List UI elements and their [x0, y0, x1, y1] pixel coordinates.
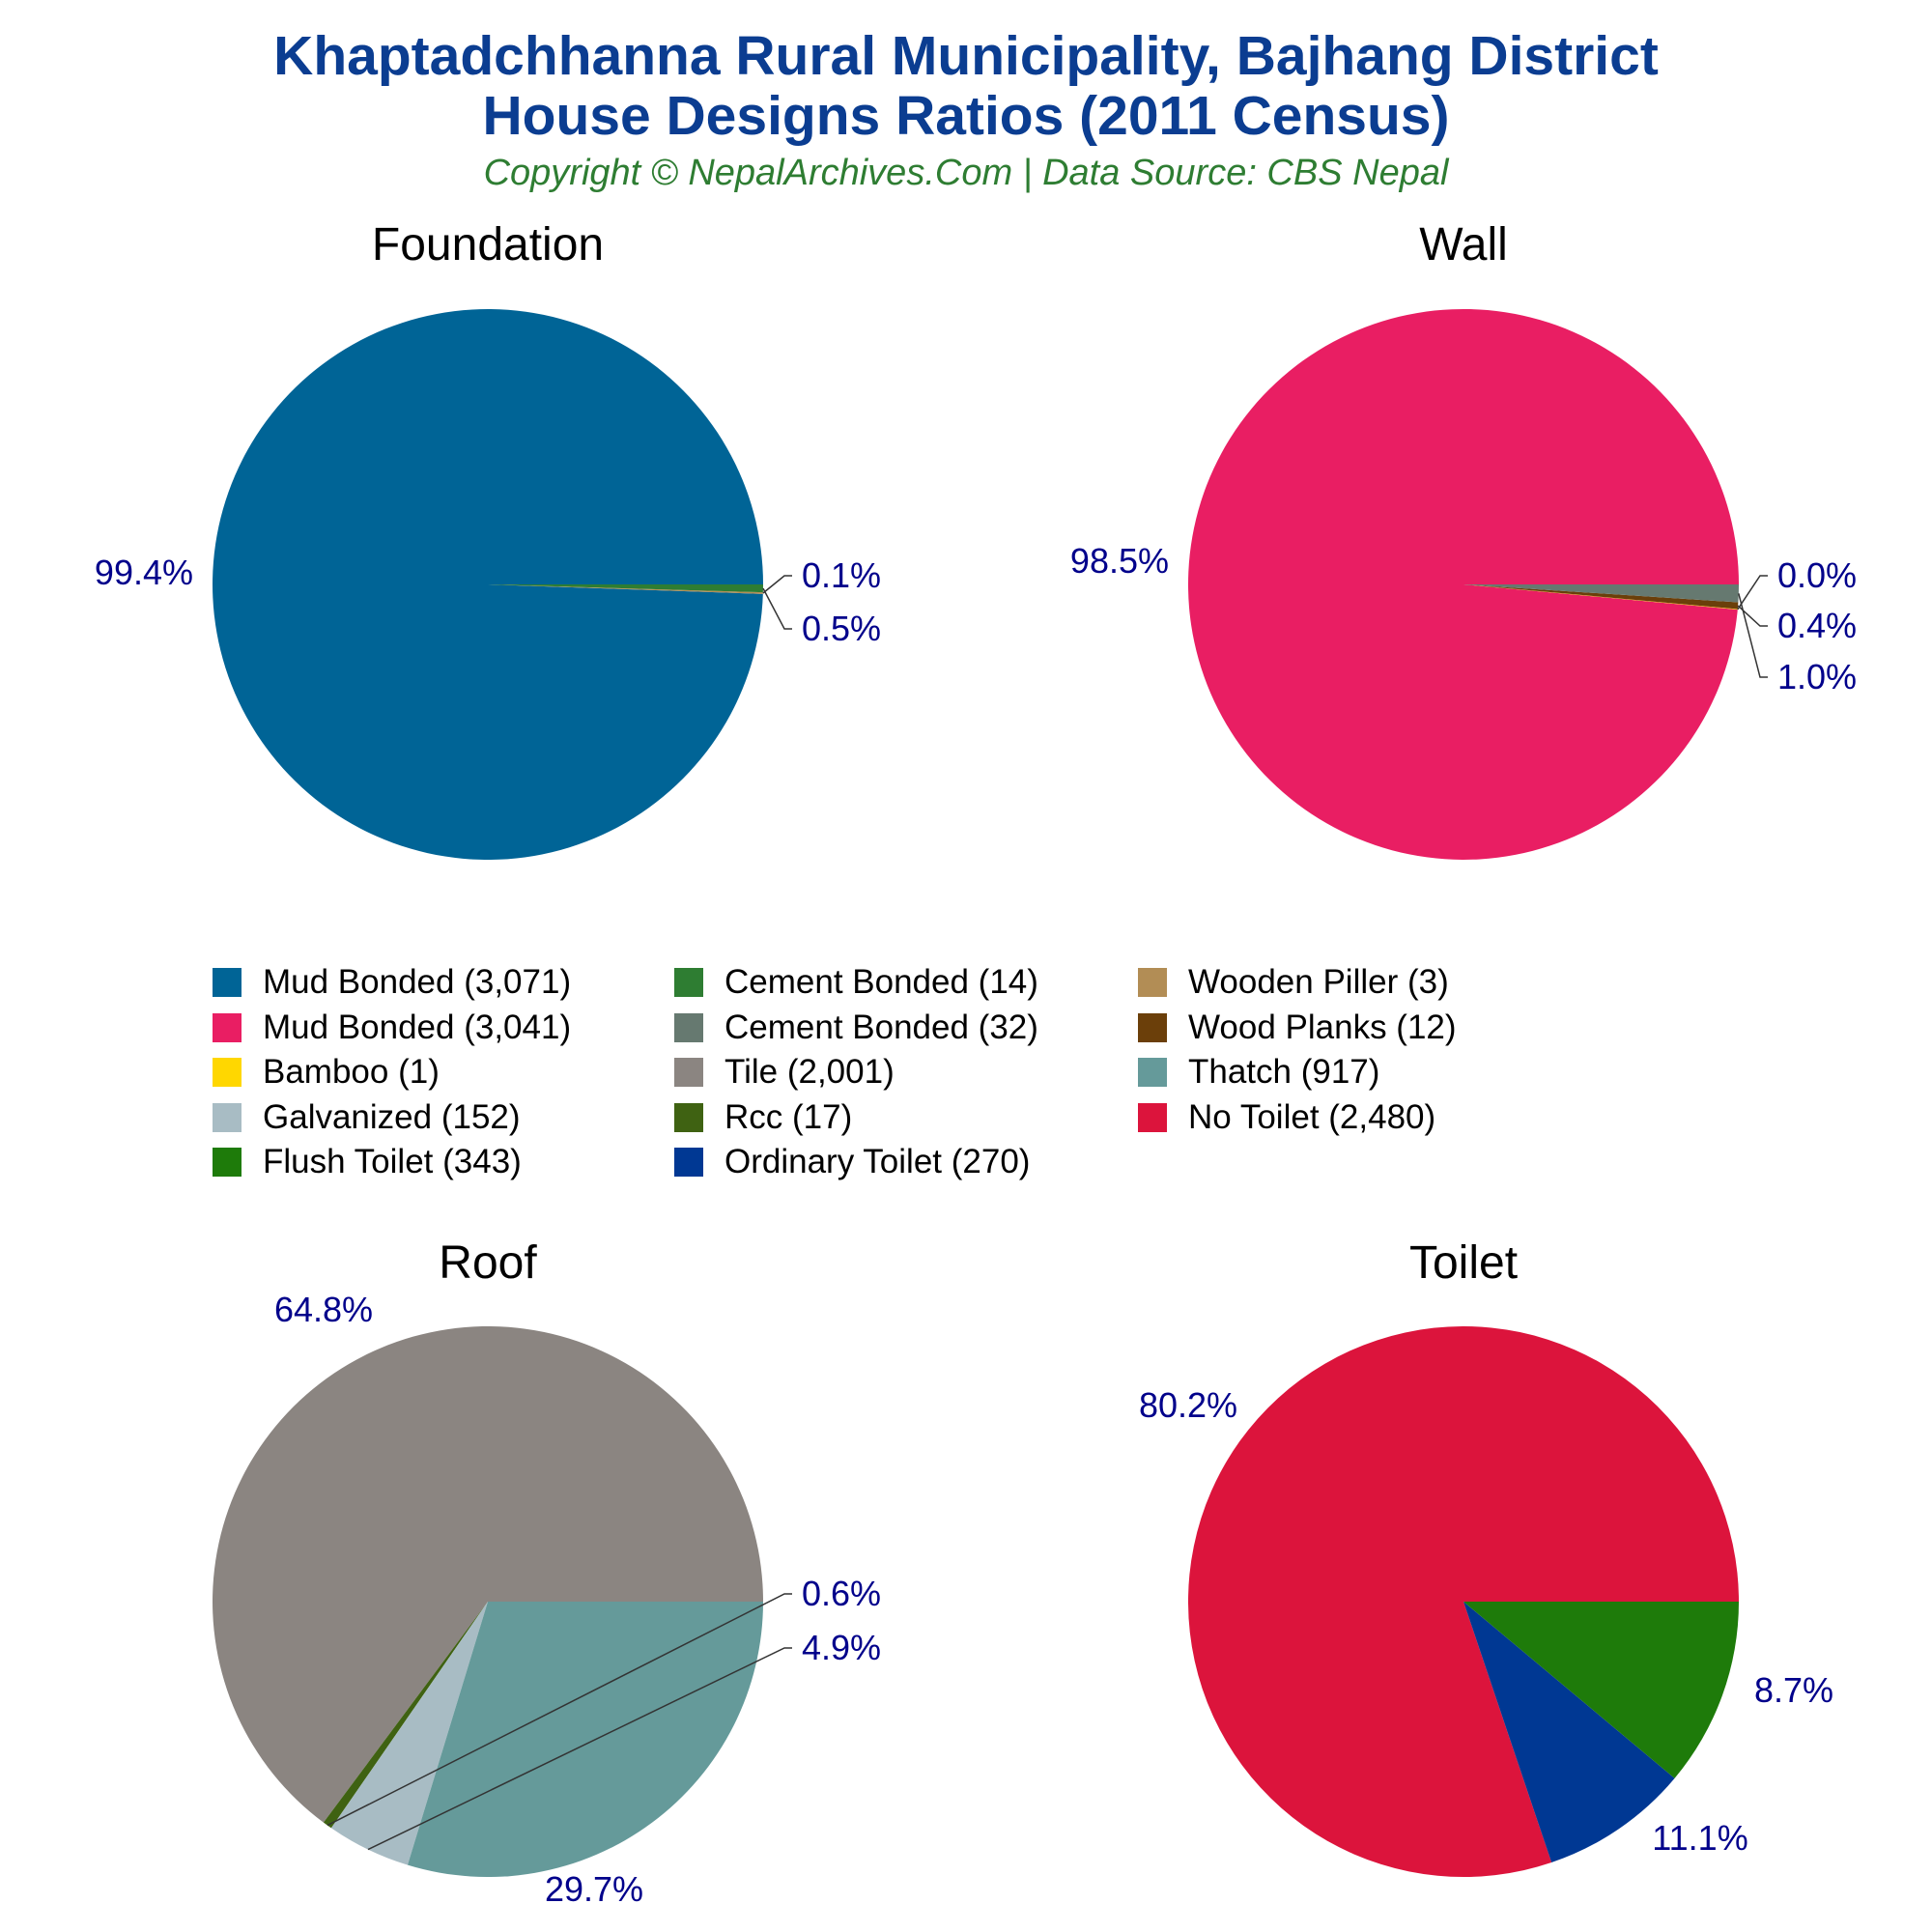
legend-item: Mud Bonded (3,071): [213, 961, 571, 1004]
leader-line: [762, 587, 792, 630]
pie-slice-cement-bonded: [488, 584, 763, 593]
pie-percent-label: 0.4%: [1777, 606, 1857, 645]
legend-label: Flush Toilet (343): [263, 1143, 522, 1180]
pie-slice-thatch: [407, 1602, 763, 1878]
pie-slice-flush-toilet: [1463, 1602, 1739, 1778]
pie-percent-label: 0.1%: [802, 555, 881, 595]
legend-item: Cement Bonded (32): [674, 1007, 1038, 1049]
legend-label: Cement Bonded (14): [724, 963, 1038, 1001]
legend-label: Ordinary Toilet (270): [724, 1143, 1031, 1180]
pie-percent-label: 11.1%: [1652, 1818, 1747, 1858]
pie-slice-wood-planks: [1463, 584, 1739, 610]
chart-title-line2: House Designs Ratios (2011 Census): [482, 85, 1450, 147]
legend-swatch: [1138, 1012, 1167, 1042]
pie-slice-rcc: [323, 1602, 488, 1829]
pie-slice-mud-bonded: [1188, 308, 1739, 860]
legend-label: Cement Bonded (32): [724, 1008, 1038, 1046]
pie-slice-tile: [213, 1325, 764, 1823]
legend-swatch: [674, 1148, 703, 1177]
pie-percent-label: 8.7%: [1754, 1670, 1833, 1710]
legend-swatch: [213, 1102, 242, 1132]
legend-swatch: [213, 968, 242, 997]
legend-item: Galvanized (152): [213, 1096, 521, 1139]
pie-percent-label: 4.9%: [802, 1628, 881, 1667]
legend-item: Wood Planks (12): [1138, 1007, 1457, 1049]
legend-swatch: [1138, 1058, 1167, 1087]
chart-title: Khaptadchhanna Rural Municipality, Bajha…: [273, 25, 1659, 87]
pie-percent-label: 99.4%: [95, 553, 193, 592]
legend-swatch: [674, 1102, 703, 1132]
pie-percent-label: 29.7%: [545, 1869, 643, 1909]
legend-swatch: [1138, 1102, 1167, 1132]
legend-label: Wood Planks (12): [1188, 1008, 1457, 1046]
leader-line: [327, 1593, 792, 1827]
legend-label: Galvanized (152): [263, 1097, 521, 1136]
legend-item: Wooden Piller (3): [1138, 961, 1449, 1004]
legend-swatch: [674, 968, 703, 997]
legend-label: Rcc (17): [724, 1097, 853, 1136]
pie-percent-label: 98.5%: [1070, 541, 1169, 581]
legend-swatch: [674, 1058, 703, 1087]
pie-slice-ordinary-toilet: [1463, 1602, 1675, 1863]
legend-item: Flush Toilet (343): [213, 1141, 522, 1183]
legend-label: Thatch (917): [1188, 1053, 1380, 1091]
chart-subtitle: Copyright © NepalArchives.Com | Data Sou…: [483, 153, 1449, 193]
leader-line: [1738, 593, 1768, 678]
pie-title-foundation: Foundation: [371, 219, 605, 270]
legend-swatch: [213, 1012, 242, 1042]
pie-slice-galvanized: [330, 1602, 488, 1865]
pie-slice-cement-bonded: [1463, 584, 1739, 603]
pie-title-toilet: Toilet: [1408, 1237, 1519, 1289]
pie-slice-wooden-piller: [488, 584, 763, 594]
leader-line: [1737, 605, 1768, 627]
legend-item: Rcc (17): [674, 1096, 852, 1139]
leader-line: [762, 575, 792, 594]
legend-item: Cement Bonded (14): [674, 961, 1038, 1004]
legend: Mud Bonded (3,071) Cement Bonded (14) Wood…: [213, 961, 1758, 1193]
pie-slice-mud-bonded: [213, 309, 763, 861]
pie-percent-label: 0.5%: [802, 609, 881, 648]
legend-item: Thatch (917): [1138, 1051, 1379, 1094]
leader-line: [367, 1647, 792, 1851]
legend-swatch: [213, 1148, 242, 1177]
legend-label: No Toilet (2,480): [1188, 1097, 1436, 1136]
leader-line: [1737, 575, 1768, 611]
pie-slice-bamboo: [1463, 584, 1738, 611]
legend-swatch: [1138, 968, 1167, 997]
pie-percent-label: 0.0%: [1777, 555, 1857, 595]
legend-label: Bamboo (1): [263, 1053, 440, 1091]
legend-label: Wooden Piller (3): [1188, 963, 1449, 1001]
legend-label: Mud Bonded (3,071): [263, 963, 572, 1001]
legend-item: Ordinary Toilet (270): [674, 1141, 1030, 1183]
pie-percent-label: 0.6%: [802, 1574, 881, 1613]
pie-percent-label: 64.8%: [274, 1290, 373, 1329]
pie-title-wall: Wall: [1419, 219, 1508, 270]
legend-label: Mud Bonded (3,041): [263, 1008, 572, 1046]
pie-slice-no-toilet: [1188, 1325, 1739, 1877]
pie-percent-label: 1.0%: [1777, 657, 1857, 696]
pie-percent-label: 80.2%: [1139, 1385, 1237, 1425]
legend-swatch: [213, 1058, 242, 1087]
legend-item: No Toilet (2,480): [1138, 1096, 1435, 1139]
pie-title-roof: Roof: [439, 1237, 537, 1289]
legend-swatch: [674, 1012, 703, 1042]
legend-label: Tile (2,001): [724, 1053, 895, 1091]
legend-item: Mud Bonded (3,041): [213, 1007, 571, 1049]
legend-item: Bamboo (1): [213, 1051, 440, 1094]
legend-item: Tile (2,001): [674, 1051, 895, 1094]
